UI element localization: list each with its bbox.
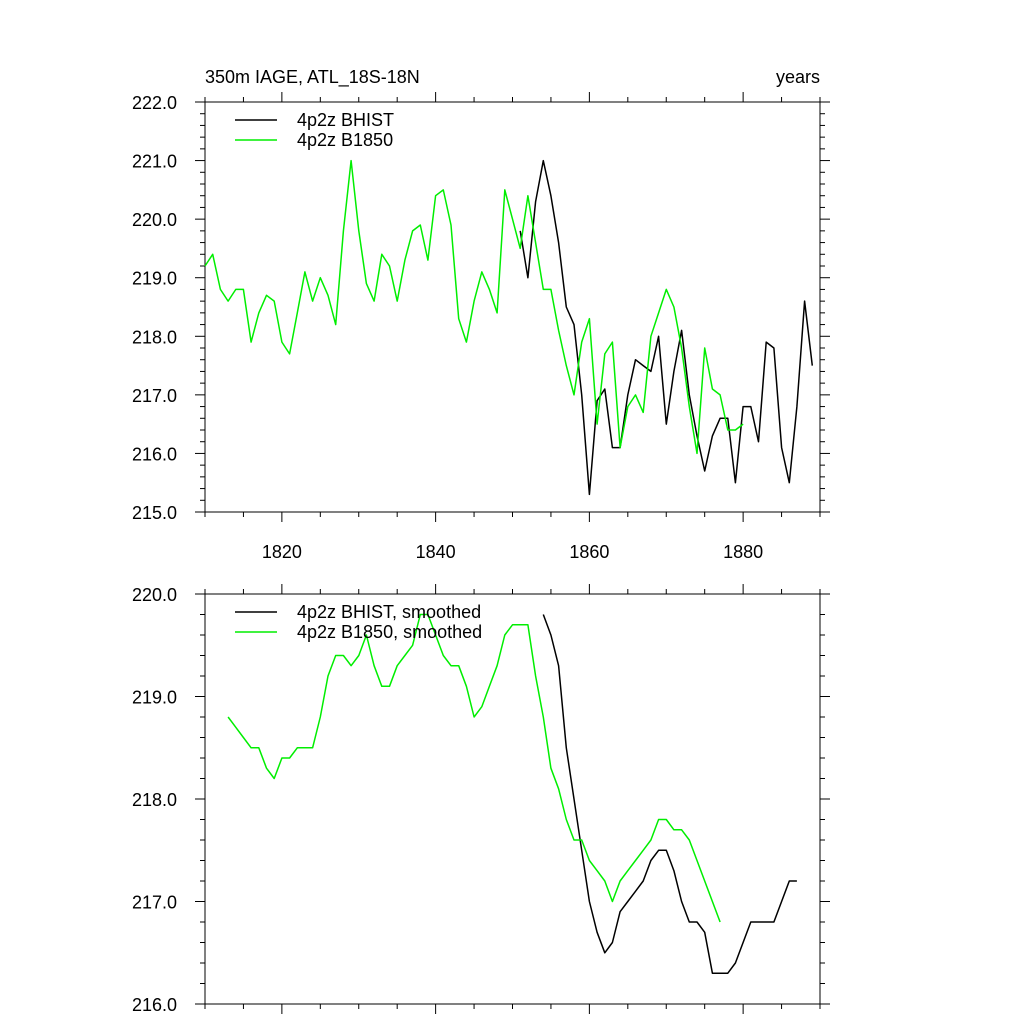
top-y-tick-label: 215.0 [132, 503, 177, 523]
top-y-tick-label: 219.0 [132, 269, 177, 289]
bottom-legend-label: 4p2z B1850, smoothed [297, 622, 482, 642]
top-x-tick-label: 1860 [569, 542, 609, 562]
bottom-series-line-bhist [542, 614, 797, 974]
top-x-tick-label: 1880 [723, 542, 763, 562]
top-y-tick-label: 222.0 [132, 93, 177, 113]
top-series-line-bhist [519, 159, 814, 496]
bottom-y-tick-label: 218.0 [132, 790, 177, 810]
top-plot-frame [204, 101, 821, 513]
bottom-plot-frame [204, 593, 821, 1005]
top-series-line-b1850 [204, 159, 744, 455]
top-y-tick-label: 218.0 [132, 327, 177, 347]
bottom-panel-smoothed-series: 216.0 217.0 218.0 219.0 220.0 4p2z BHIST, smo… [132, 584, 830, 1015]
top-y-tick-label: 221.0 [132, 152, 177, 172]
bottom-legend-label: 4p2z BHIST, smoothed [297, 602, 481, 622]
bottom-series-line-b1850 [227, 613, 721, 923]
top-y-tick-label: 220.0 [132, 210, 177, 230]
top-x-tick-label: 1820 [262, 542, 302, 562]
bottom-y-tick-label: 217.0 [132, 893, 177, 913]
top-y-tick-label: 217.0 [132, 386, 177, 406]
plot-title: 350m IAGE, ATL_18S-18N [205, 67, 420, 88]
top-panel-time-series: 1820 1840 1860 1880 215.0 216.0 217.0 218.0 219.… [132, 92, 830, 562]
top-legend-label: 4p2z BHIST [297, 110, 394, 130]
top-legend-label: 4p2z B1850 [297, 130, 393, 150]
top-y-tick-label: 216.0 [132, 444, 177, 464]
bottom-y-tick-label: 219.0 [132, 688, 177, 708]
top-x-tick-label: 1840 [416, 542, 456, 562]
units-label: years [776, 67, 820, 87]
bottom-y-tick-label: 216.0 [132, 995, 177, 1015]
bottom-y-tick-label: 220.0 [132, 585, 177, 605]
